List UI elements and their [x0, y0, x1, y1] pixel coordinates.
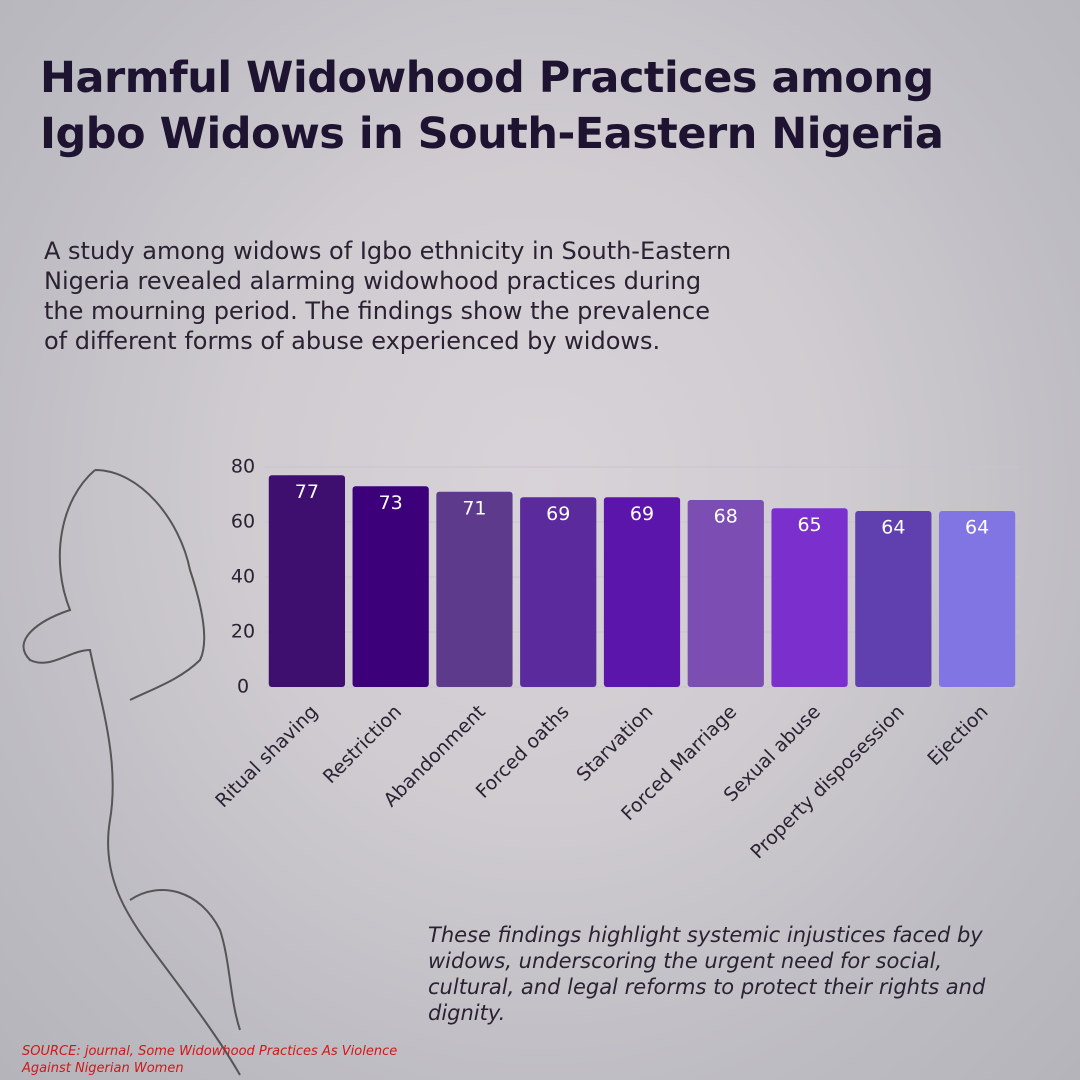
value-label: 64: [965, 517, 989, 539]
y-tick-label: 20: [231, 621, 255, 643]
value-label: 69: [630, 503, 654, 525]
x-tick-label: Ritual shaving: [211, 701, 322, 812]
note: These findings highlight systemic injust…: [428, 923, 986, 1025]
chart-title: Harmful Widowhood Practices among Igbo W…: [40, 53, 944, 159]
bar: [938, 511, 1016, 687]
y-tick-label: 0: [237, 676, 249, 698]
bar: [436, 491, 513, 687]
value-label: 77: [295, 481, 319, 503]
x-tick-label: Ejection: [923, 701, 992, 770]
bar: [687, 500, 764, 687]
bar: [352, 486, 429, 687]
y-tick-label: 60: [231, 511, 255, 533]
value-label: 68: [714, 506, 738, 528]
source: SOURCE: journal, Some Widowhood Practice…: [22, 1044, 398, 1076]
value-label: 69: [546, 503, 570, 525]
value-label: 71: [462, 497, 486, 519]
bar: [855, 511, 932, 687]
value-label: 64: [881, 517, 905, 539]
y-tick-label: 40: [231, 566, 255, 588]
bar: [520, 497, 597, 687]
y-tick-label: 80: [231, 456, 255, 478]
value-label: 65: [797, 514, 821, 536]
value-label: 73: [379, 492, 403, 514]
x-tick-label: Property disposession: [746, 701, 908, 863]
x-tick-label: Starvation: [572, 701, 657, 786]
bar: [268, 475, 346, 687]
bar: [603, 497, 681, 687]
line-art: [22, 469, 241, 1076]
bar: [771, 508, 848, 687]
x-tick-label: Restriction: [319, 701, 406, 788]
description: A study among widows of Igbo ethnicity i…: [44, 237, 732, 355]
